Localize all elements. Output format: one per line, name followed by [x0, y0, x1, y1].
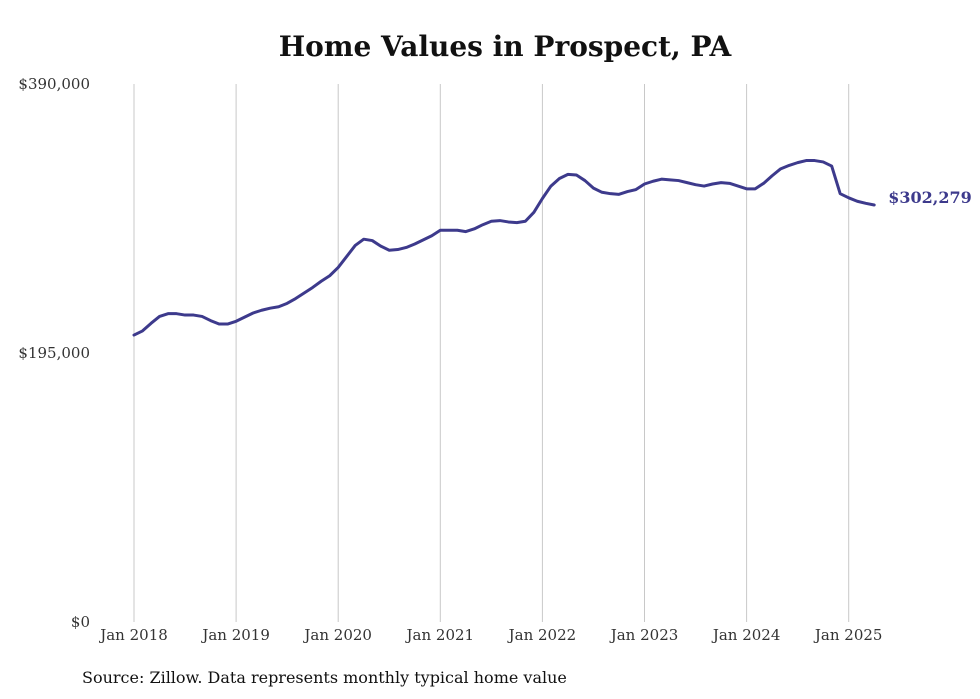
x-tick-label: Jan 2018 [98, 626, 168, 644]
x-tick-label: Jan 2020 [302, 626, 372, 644]
source-note: Source: Zillow. Data represents monthly … [82, 668, 567, 687]
x-tick-label: Jan 2025 [813, 626, 883, 644]
x-tick-label: Jan 2023 [609, 626, 679, 644]
y-tick-label: $195,000 [18, 344, 90, 362]
x-tick-label: Jan 2021 [405, 626, 475, 644]
end-value-label: $302,279 [888, 188, 972, 207]
x-tick-label: Jan 2024 [711, 626, 781, 644]
series-line [132, 159, 876, 337]
x-tick-label: Jan 2019 [200, 626, 270, 644]
chart-title: Home Values in Prospect, PA [278, 30, 732, 63]
x-tick-label: Jan 2022 [507, 626, 577, 644]
y-tick-label: $0 [71, 613, 90, 631]
y-tick-label: $390,000 [18, 75, 90, 93]
